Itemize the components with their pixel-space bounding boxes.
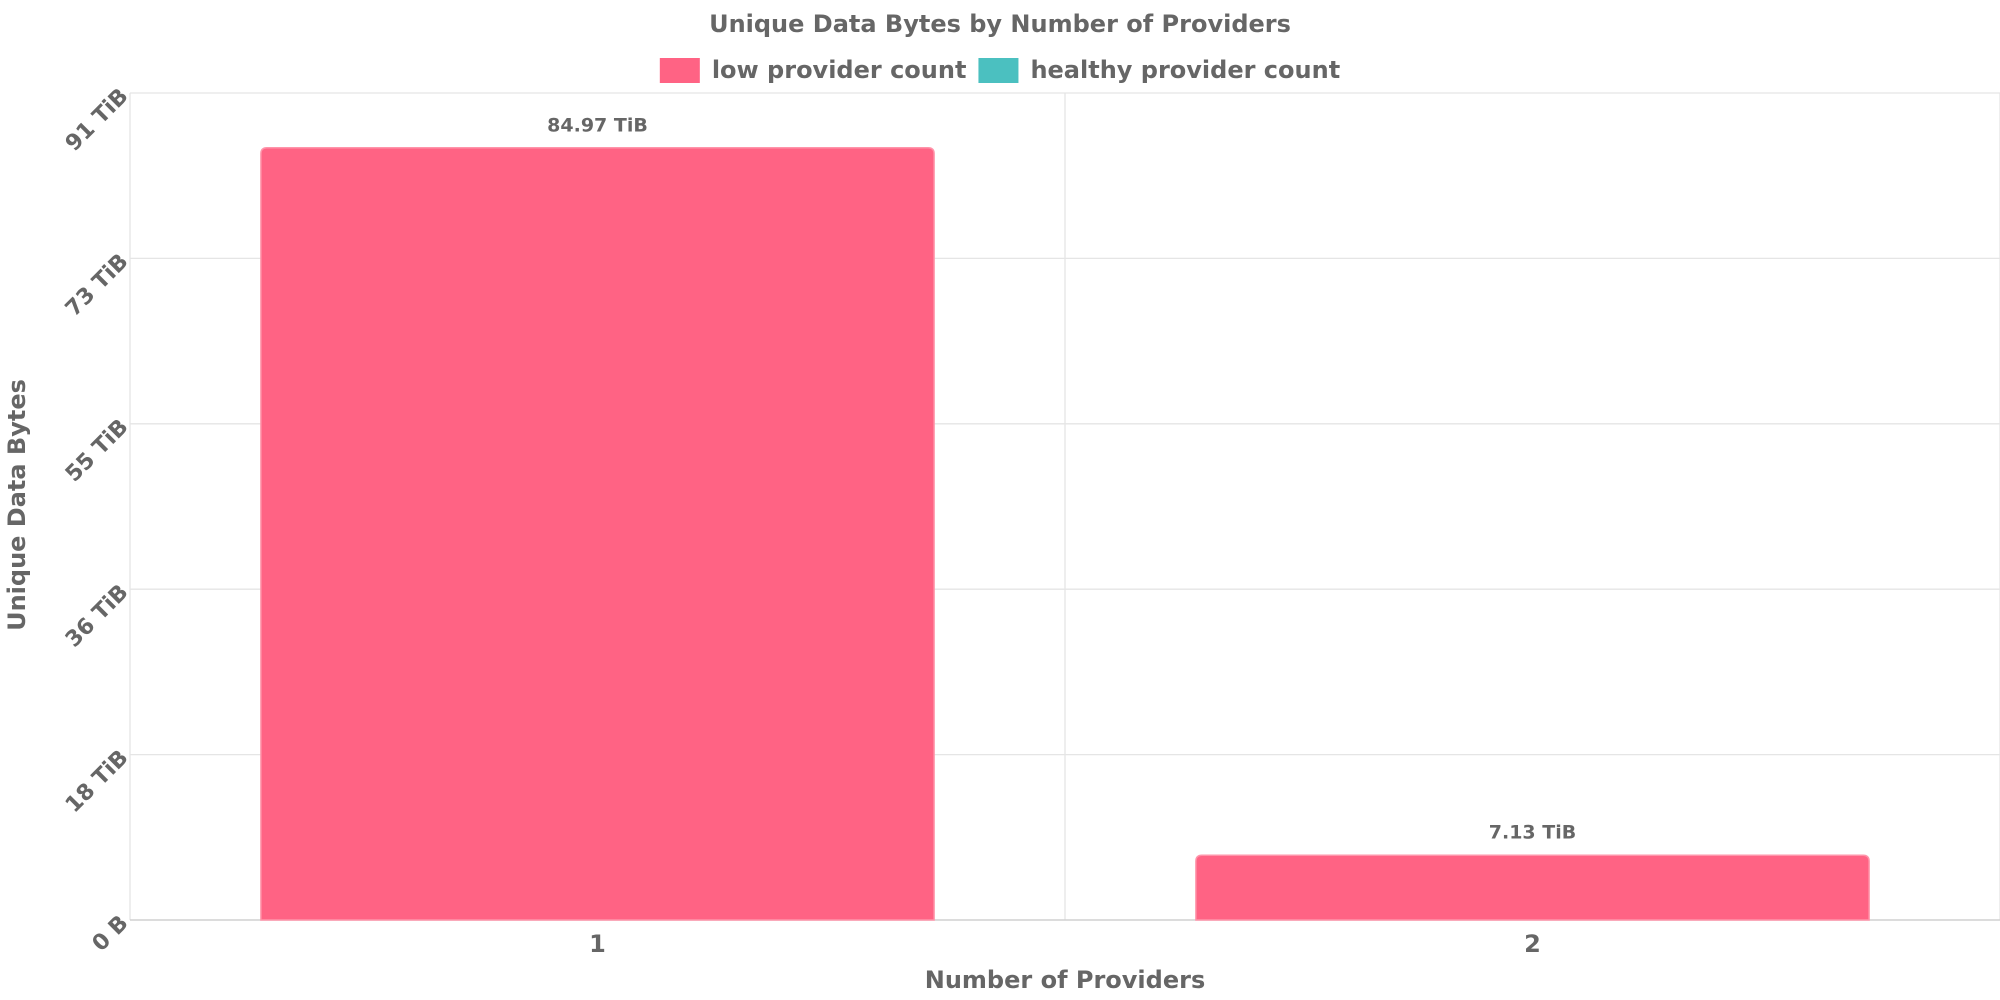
legend-swatch — [978, 58, 1019, 83]
y-tick-label: 73 TiB — [61, 249, 134, 322]
bar — [1195, 854, 1870, 921]
value-label: 7.13 TiB — [1489, 822, 1576, 844]
y-tick-label: 18 TiB — [61, 745, 134, 818]
legend-label: low provider count — [712, 56, 967, 84]
legend-label: healthy provider count — [1030, 56, 1340, 84]
x-tick-label: 2 — [1524, 930, 1541, 958]
value-label: 84.97 TiB — [547, 114, 648, 136]
y-tick-label: 91 TiB — [61, 84, 134, 157]
chart-title: Unique Data Bytes by Number of Providers — [709, 10, 1291, 38]
y-tick-label: 55 TiB — [61, 415, 134, 488]
x-axis-title: Number of Providers — [925, 966, 1205, 994]
bar — [260, 147, 935, 921]
y-axis-title: Unique Data Bytes — [3, 379, 31, 631]
legend-swatch — [659, 58, 700, 83]
y-tick-label: 36 TiB — [61, 580, 134, 653]
y-tick-label: 0 B — [88, 911, 134, 957]
x-tick-label: 1 — [589, 930, 606, 958]
